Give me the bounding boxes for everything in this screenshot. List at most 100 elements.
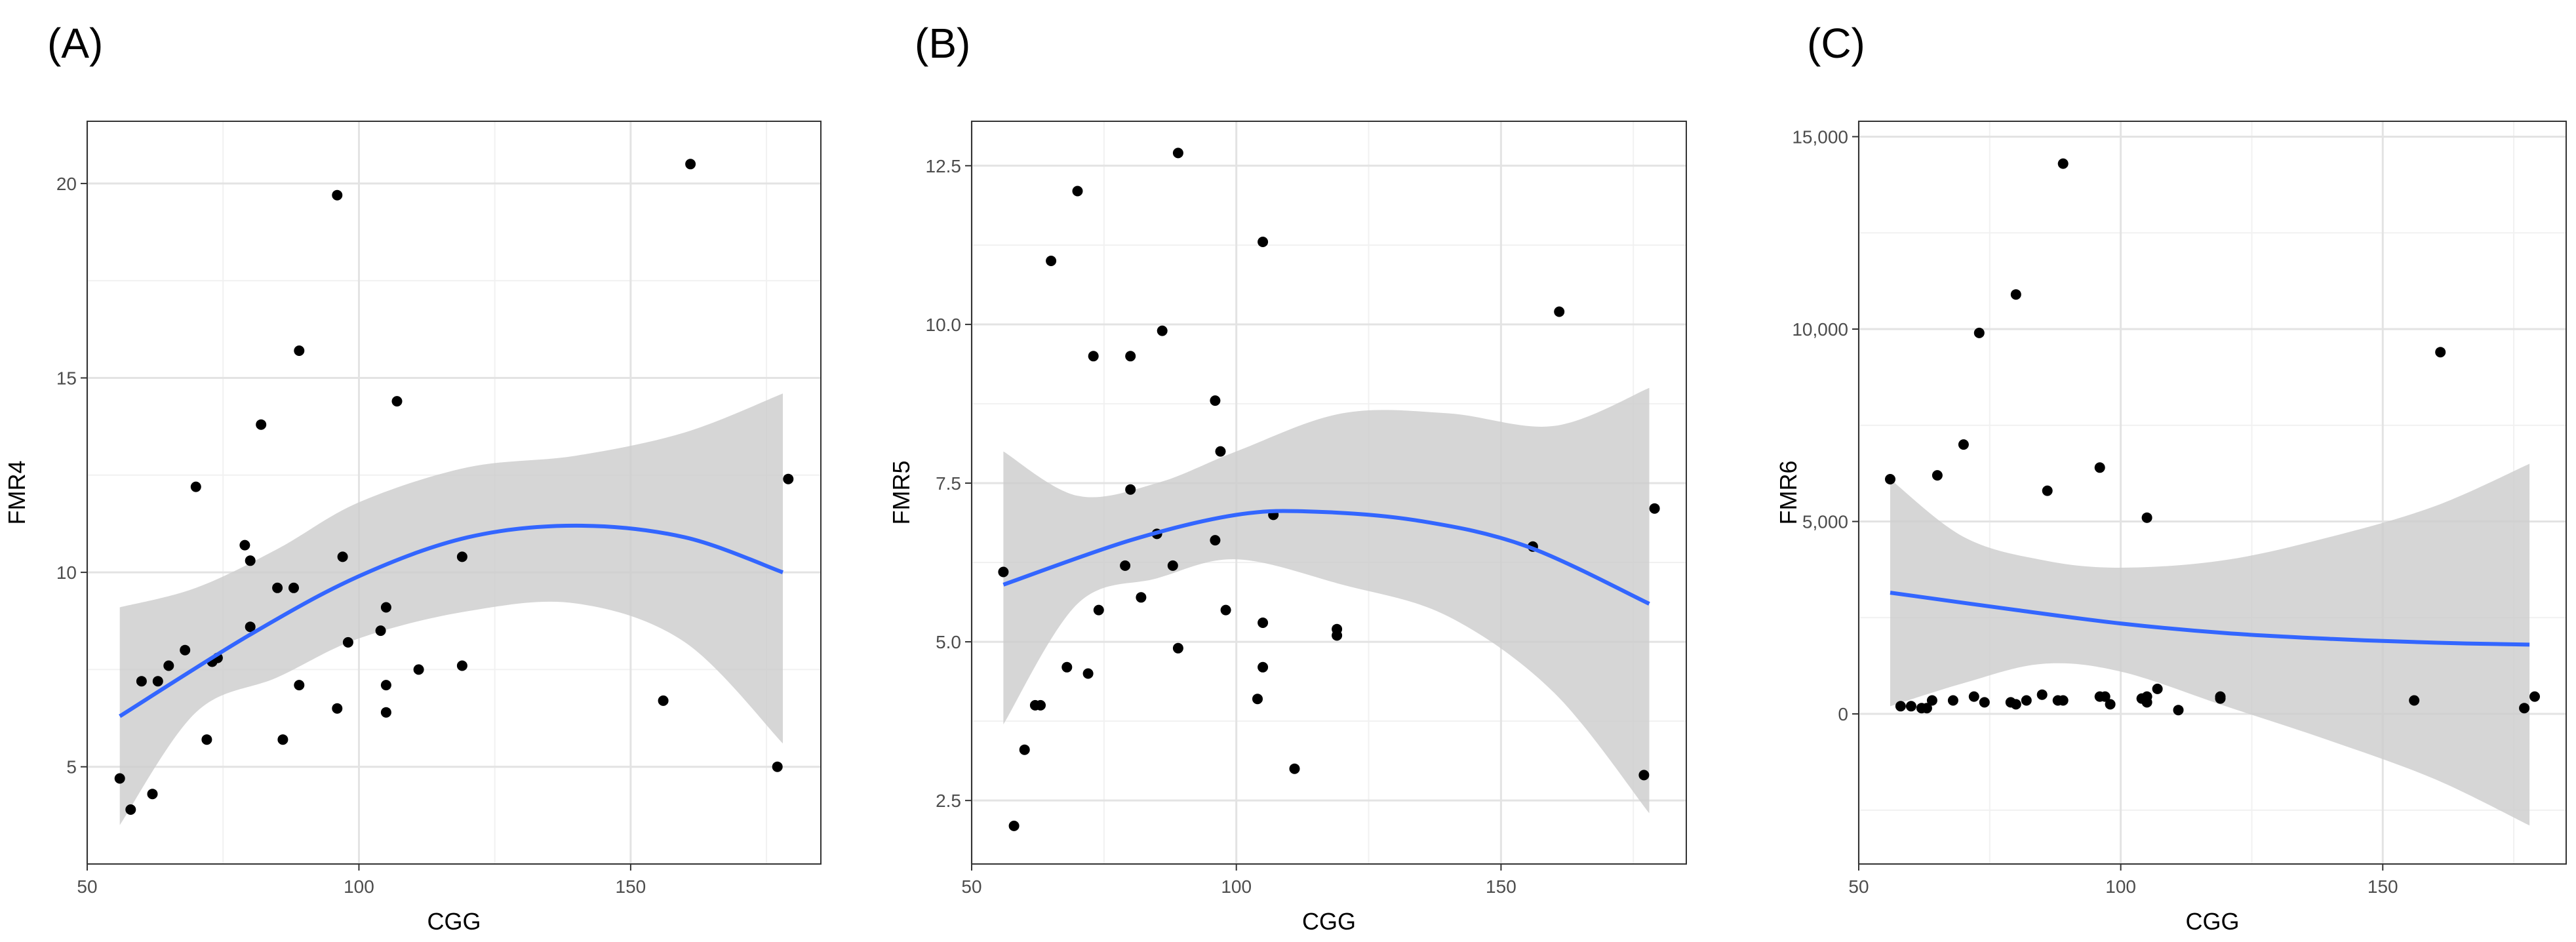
data-point (1125, 484, 1136, 495)
plot-border (971, 121, 1687, 865)
data-point (2036, 689, 2048, 700)
x-tick-label: 100 (1221, 876, 1252, 897)
y-axis-ticks: 2.5 5.0 7.5 10.0 12.5 (926, 156, 972, 811)
data-point (1932, 470, 1943, 481)
data-point (337, 551, 348, 562)
data-point (2519, 703, 2530, 714)
y-tick-label: 10,000 (1792, 319, 1848, 340)
chart-panel-a: 50 100 150 5 10 15 20 CGG FMR4 (3, 121, 822, 935)
data-point (1172, 642, 1183, 654)
data-point (294, 345, 305, 356)
data-point (1019, 744, 1030, 755)
data-point (1958, 439, 1969, 450)
data-point (685, 159, 696, 170)
data-point (277, 734, 288, 745)
data-point (1973, 327, 1985, 338)
data-point (456, 660, 467, 671)
data-point (2057, 158, 2069, 169)
confidence-ribbon (1890, 463, 2530, 826)
x-tick-label: 150 (616, 876, 646, 897)
data-point (1157, 325, 1168, 336)
data-point (1885, 474, 1895, 484)
x-tick-label: 50 (1848, 876, 1869, 897)
data-point (239, 540, 250, 551)
x-tick-label: 50 (77, 876, 97, 897)
x-axis-title: CGG (2185, 908, 2239, 935)
panel-label-b: (B) (915, 20, 970, 67)
data-point (2141, 512, 2152, 523)
plot-border (87, 121, 822, 865)
data-point (1649, 503, 1660, 514)
x-tick-label: 100 (344, 876, 374, 897)
data-point (2057, 695, 2069, 706)
data-point (2021, 695, 2032, 706)
x-axis-title: CGG (1302, 908, 1356, 935)
panel-label-a: (A) (47, 20, 103, 67)
data-point (125, 804, 136, 815)
data-point (332, 189, 343, 201)
data-point (288, 582, 299, 593)
data-point (2409, 695, 2420, 706)
data-point (2099, 691, 2110, 702)
x-axis-title: CGG (427, 908, 481, 935)
data-point (1947, 695, 1958, 706)
data-point (1895, 701, 1906, 712)
data-point (147, 789, 158, 800)
data-point (1554, 306, 1565, 317)
data-point (2435, 347, 2446, 358)
data-point (1638, 770, 1650, 781)
data-point (1905, 701, 1916, 712)
x-tick-label: 50 (961, 876, 981, 897)
x-axis-ticks: 50 100 150 (961, 864, 1516, 897)
fit-line (1890, 591, 2530, 647)
data-point (772, 761, 783, 772)
data-point (1921, 703, 1932, 714)
data-point (2105, 699, 2116, 710)
data-point (380, 680, 391, 691)
y-tick-label: 12.5 (926, 156, 962, 176)
confidence-ribbon (119, 393, 783, 825)
data-point (332, 703, 343, 714)
data-point (1082, 668, 1094, 679)
data-point (2010, 289, 2021, 300)
data-point (658, 695, 669, 706)
data-point (998, 566, 1009, 578)
data-point (2215, 693, 2226, 704)
data-point (1332, 630, 1343, 641)
fit-line (1002, 509, 1650, 606)
x-axis-ticks: 50 100 150 (1848, 864, 2398, 897)
data-point (294, 680, 305, 691)
y-axis-title: FMR6 (1775, 461, 1802, 525)
y-axis-ticks: 0 5,000 10,000 15,000 (1792, 127, 1859, 724)
data-point (1215, 446, 1226, 457)
data-point (1120, 560, 1131, 571)
y-axis-title: FMR4 (3, 461, 30, 525)
data-point (114, 773, 125, 784)
data-point (1220, 604, 1231, 616)
data-point (2010, 699, 2021, 710)
panel-label-c: (C) (1807, 20, 1865, 67)
data-points (998, 147, 1660, 831)
data-point (2042, 485, 2053, 496)
y-tick-label: 20 (56, 174, 77, 194)
plot-border (1858, 121, 2567, 865)
data-point (1172, 147, 1183, 159)
y-tick-label: 5,000 (1802, 512, 1848, 532)
data-point (190, 481, 201, 492)
x-axis-ticks: 50 100 150 (77, 864, 646, 897)
data-point (1289, 763, 1300, 774)
data-point (256, 419, 267, 430)
data-point (1072, 186, 1083, 197)
data-point (1046, 256, 1057, 266)
data-point (1258, 661, 1269, 673)
data-point (1125, 351, 1136, 362)
data-point (1979, 697, 1990, 708)
y-tick-label: 7.5 (936, 473, 961, 494)
data-point (1210, 395, 1221, 406)
y-tick-label: 15,000 (1792, 127, 1848, 147)
data-point (2173, 705, 2184, 716)
x-tick-label: 150 (1486, 876, 1516, 897)
data-point (136, 676, 147, 687)
data-point (2152, 683, 2163, 694)
fit-line (119, 523, 784, 718)
